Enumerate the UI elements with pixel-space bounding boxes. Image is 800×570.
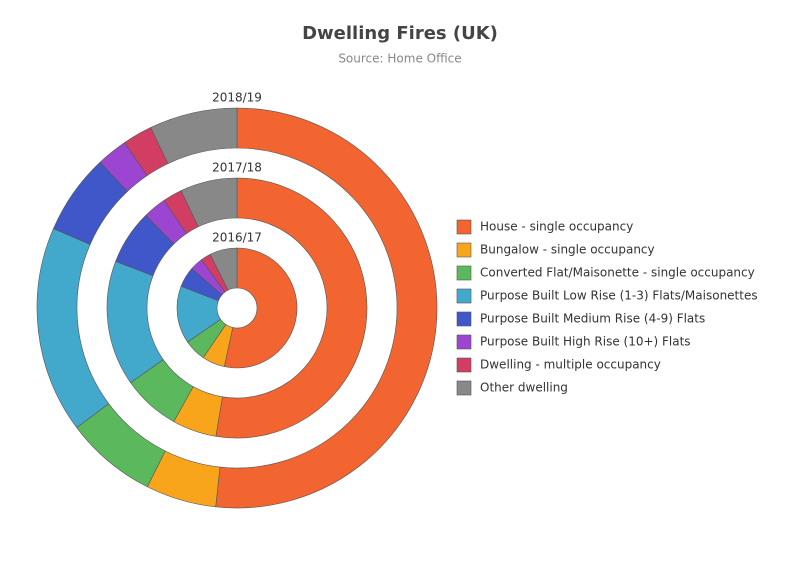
pie-slice: [215, 107, 438, 509]
legend-label: Dwelling - multiple occupancy: [480, 358, 661, 372]
legend-swatch: [456, 219, 472, 235]
pie-slice: [209, 247, 238, 291]
legend-label: Other dwelling: [480, 381, 568, 395]
legend-swatch: [456, 265, 472, 281]
ring-label: 2017/18: [212, 161, 262, 175]
legend-swatch: [456, 380, 472, 396]
legend-label: Purpose Built Low Rise (1-3) Flats/Maiso…: [480, 289, 758, 303]
legend-swatch: [456, 242, 472, 258]
pie-slice: [215, 177, 368, 439]
pie-slice: [106, 260, 164, 384]
legend-label: House - single occupancy: [480, 220, 633, 234]
chart-title: Dwelling Fires (UK): [302, 23, 498, 44]
legend-swatch: [456, 357, 472, 373]
pie-slice: [180, 177, 238, 228]
legend-label: Purpose Built Medium Rise (4-9) Flats: [480, 312, 705, 326]
legend-label: Bungalow - single occupancy: [480, 243, 655, 257]
pie-slice: [36, 228, 110, 429]
legend-swatch: [456, 311, 472, 327]
pie-slice: [223, 247, 298, 369]
ring-label: 2018/19: [212, 91, 262, 105]
legend-swatch: [456, 334, 472, 350]
ring-label: 2016/17: [212, 231, 262, 245]
legend-swatch: [456, 288, 472, 304]
legend-label: Converted Flat/Maisonette - single occup…: [480, 266, 755, 280]
pie-slice: [150, 107, 238, 165]
legend-label: Purpose Built High Rise (10+) Flats: [480, 335, 691, 349]
chart-subtitle: Source: Home Office: [338, 52, 461, 66]
